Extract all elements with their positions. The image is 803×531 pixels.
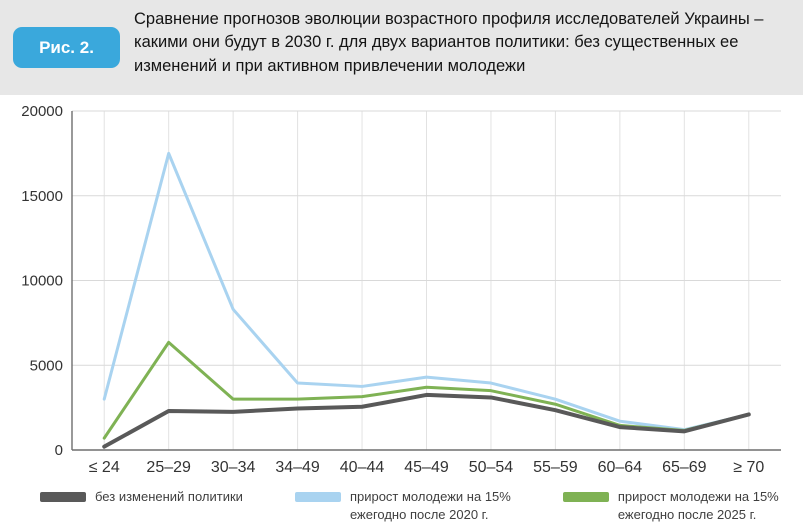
x-tick-label: 55–59 [533, 459, 578, 476]
legend-item: прирост молодежи на 15% ежегодно после 20… [294, 488, 511, 523]
figure-title: Сравнение прогнозов эволюции возрастного… [134, 10, 764, 75]
legend-label: без изменений политики [95, 489, 243, 504]
figure-number-badge: Рис. 2. [13, 27, 120, 68]
line-chart: ≤ 24 25–29 30–34 34–49 40–44 45–49 50–54 55–59 6… [21, 103, 781, 476]
x-tick-label: ≥ 70 [733, 459, 764, 476]
legend-label: прирост молодежи на 15% ежегодно после 20… [617, 489, 779, 522]
y-tick-label: 10000 [21, 273, 63, 290]
x-tick-label: ≤ 24 [89, 459, 120, 476]
x-tick-label: 60–64 [598, 459, 643, 476]
y-tick-label: 5000 [30, 357, 63, 374]
legend-item: прирост молодежи на 15% ежегодно после 20… [562, 488, 779, 523]
legend-swatch [294, 492, 341, 502]
series-line-0 [102, 392, 751, 449]
x-tick-label: 65–69 [662, 459, 707, 476]
chart-legend: без изменений политики прирост молодежи н… [0, 480, 803, 531]
legend-swatch [40, 492, 86, 502]
chart-area: ≤ 24 25–29 30–34 34–49 40–44 45–49 50–54 55–59 6… [0, 95, 803, 480]
figure-header: Рис. 2. Сравнение прогнозов эволюции воз… [0, 0, 803, 95]
y-tick-label: 20000 [21, 103, 63, 120]
legend-label: прирост молодежи на 15% ежегодно после 20… [349, 489, 511, 522]
series-line-1 [102, 151, 751, 432]
x-tick-label: 30–34 [211, 459, 256, 476]
y-tick-label: 0 [55, 442, 63, 459]
legend-item: без изменений политики [40, 488, 243, 506]
x-tick-label: 25–29 [146, 459, 191, 476]
x-tick-label: 50–54 [469, 459, 514, 476]
x-tick-label: 45–49 [404, 459, 449, 476]
x-tick-label: 34–49 [275, 459, 320, 476]
y-tick-label: 15000 [21, 188, 63, 205]
legend-swatch [562, 492, 609, 502]
x-tick-label: 40–44 [340, 459, 385, 476]
